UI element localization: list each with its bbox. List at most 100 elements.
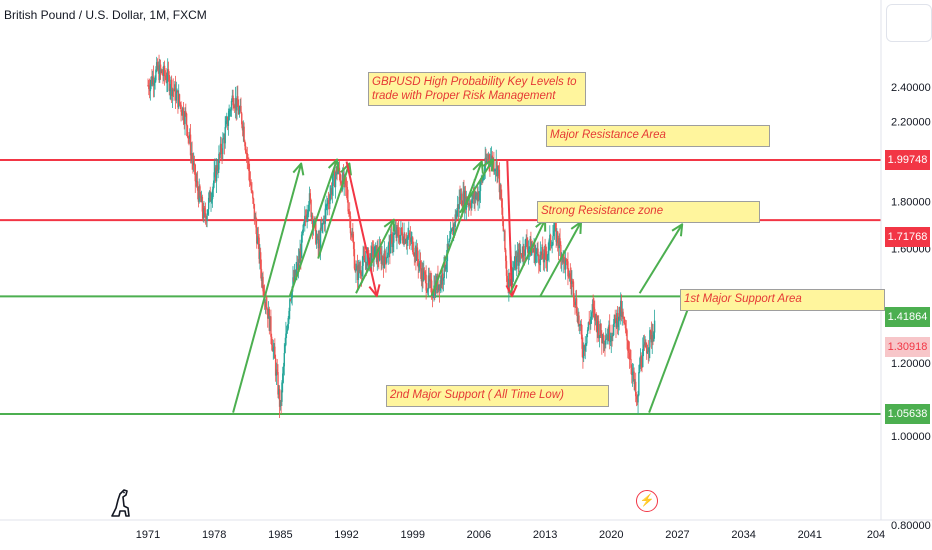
candle-body xyxy=(635,396,638,400)
candle-body xyxy=(557,243,560,249)
candle-body xyxy=(506,275,508,287)
trend-arrow[interactable] xyxy=(539,221,582,297)
candle-body xyxy=(434,285,436,297)
trend-arrow[interactable] xyxy=(509,219,546,294)
candle-body xyxy=(325,205,327,209)
candle-body xyxy=(505,260,508,276)
trend-arrow[interactable] xyxy=(459,158,494,214)
candle-body xyxy=(540,251,542,256)
trend-arrow[interactable] xyxy=(355,219,395,294)
candle-body xyxy=(529,238,531,248)
candle-body xyxy=(233,105,235,108)
candle-body xyxy=(650,331,653,343)
candle-body xyxy=(231,95,234,101)
candle-body xyxy=(408,232,411,238)
candle-body xyxy=(301,232,304,235)
candle-body xyxy=(183,119,185,124)
candle-body xyxy=(570,278,572,284)
candle-body xyxy=(487,154,490,160)
candle-body xyxy=(504,249,507,261)
candle-body xyxy=(288,311,290,318)
x-tick-label: 2027 xyxy=(665,529,689,541)
candle-body xyxy=(348,212,351,217)
candle-body xyxy=(458,196,460,209)
trend-arrow[interactable] xyxy=(430,161,483,297)
candle-body xyxy=(559,238,561,245)
candle-body xyxy=(612,323,615,336)
candle-body xyxy=(537,248,539,256)
candle-body xyxy=(240,105,242,114)
candle-body xyxy=(547,251,549,256)
candle-body xyxy=(359,270,361,272)
candle-body xyxy=(622,311,624,317)
candle-body xyxy=(558,238,560,249)
candle-body xyxy=(383,250,386,268)
candle-body xyxy=(625,328,627,331)
time-axis[interactable]: 1971 1978 1985 1992 1999 2006 2013 2020 2027 2034… xyxy=(136,529,885,541)
major-support-note: 1st Major Support Area xyxy=(680,289,885,311)
candle-body xyxy=(178,94,180,108)
candle-body xyxy=(459,196,461,200)
candle-body xyxy=(253,203,256,220)
candle-body xyxy=(168,75,170,92)
candle-body xyxy=(600,324,602,337)
candle-body xyxy=(179,102,182,105)
candle-body xyxy=(642,344,645,350)
candle-body xyxy=(219,143,222,155)
candle-body xyxy=(363,257,366,263)
candle-body xyxy=(369,253,371,258)
candle-body xyxy=(277,372,279,395)
candle-body xyxy=(222,137,225,139)
candle-body xyxy=(464,190,467,210)
chart-settings-button[interactable] xyxy=(886,4,932,42)
candle-body xyxy=(300,251,302,258)
candle-body xyxy=(569,273,572,279)
candle-body xyxy=(442,277,445,281)
candle-body xyxy=(256,236,259,244)
lightning-bolt-icon[interactable]: ⚡ xyxy=(636,490,658,512)
candle-body xyxy=(581,334,583,349)
candle-body xyxy=(561,255,564,263)
candle-body xyxy=(556,231,558,242)
candle-body xyxy=(593,307,595,309)
candle-body xyxy=(549,234,551,241)
candle-body xyxy=(175,92,178,101)
candle-body xyxy=(629,358,631,360)
candle-body xyxy=(189,134,191,139)
candle-body xyxy=(300,234,303,258)
candle-body xyxy=(646,347,648,354)
candle-body xyxy=(389,234,392,254)
candle-body xyxy=(549,234,552,246)
candle-body xyxy=(282,366,285,374)
candle-body xyxy=(621,311,624,317)
trend-arrow[interactable] xyxy=(506,159,513,297)
candle-body xyxy=(180,104,182,112)
candle-body xyxy=(322,222,324,224)
trend-arrow[interactable] xyxy=(648,298,693,413)
candle-body xyxy=(355,269,357,272)
candle-body xyxy=(296,263,298,270)
candle-body xyxy=(234,98,237,108)
candle-body xyxy=(589,323,591,325)
trend-arrow[interactable] xyxy=(288,159,339,297)
trend-arrow[interactable] xyxy=(345,161,378,297)
candle-body xyxy=(342,172,345,184)
candle-body xyxy=(642,349,644,368)
candle-body xyxy=(525,238,527,240)
candle-body xyxy=(526,238,528,247)
candle-body xyxy=(548,240,550,252)
candle-body xyxy=(257,236,260,238)
candle-body xyxy=(647,350,650,352)
candle-body xyxy=(322,219,325,223)
trend-arrow[interactable] xyxy=(638,223,684,294)
candle-body xyxy=(614,314,616,319)
candle-body xyxy=(269,316,271,331)
candle-body xyxy=(289,299,292,301)
candle-body xyxy=(294,270,297,276)
trend-arrow[interactable] xyxy=(232,163,303,413)
candle-body xyxy=(512,268,515,271)
trend-arrow[interactable] xyxy=(317,163,351,259)
candle-body xyxy=(221,152,223,154)
candle-body xyxy=(602,334,605,344)
candle-body xyxy=(275,369,278,376)
